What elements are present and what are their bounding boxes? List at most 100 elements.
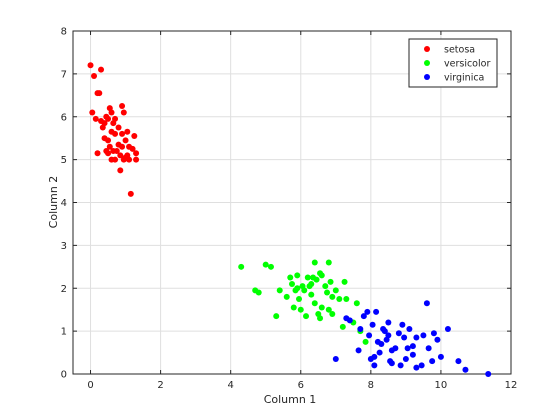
point-versicolor (329, 293, 336, 300)
point-versicolor (311, 300, 318, 307)
x-tick-label: 4 (227, 380, 233, 391)
point-setosa (101, 120, 108, 127)
point-virginica (434, 336, 441, 343)
point-versicolor (339, 323, 346, 330)
y-tick-label: 5 (61, 155, 67, 166)
point-virginica (360, 313, 367, 320)
point-virginica (444, 325, 451, 332)
x-tick-label: 12 (505, 380, 518, 391)
point-virginica (423, 300, 430, 307)
point-versicolor (308, 291, 315, 298)
point-versicolor (303, 313, 310, 320)
point-virginica (357, 325, 364, 332)
point-versicolor (318, 304, 325, 311)
point-versicolor (301, 287, 308, 294)
point-versicolor (362, 338, 369, 345)
point-virginica (385, 319, 392, 326)
point-virginica (369, 321, 376, 328)
point-setosa (113, 148, 120, 155)
point-versicolor (283, 293, 290, 300)
point-versicolor (343, 295, 350, 302)
y-tick-label: 8 (61, 27, 67, 38)
point-virginica (376, 349, 383, 356)
point-virginica (402, 355, 409, 362)
point-versicolor (325, 306, 332, 313)
legend-label-virginica: virginica (444, 73, 484, 84)
point-versicolor (341, 278, 348, 285)
point-setosa (108, 109, 115, 116)
point-versicolor (289, 280, 295, 287)
point-setosa (127, 190, 134, 197)
point-versicolor (294, 285, 301, 292)
point-setosa (92, 115, 99, 122)
x-tick-label: 6 (298, 380, 304, 391)
y-tick-label: 6 (61, 112, 67, 123)
point-setosa (126, 156, 133, 163)
legend-marker-virginica (424, 74, 430, 80)
point-setosa (117, 167, 124, 174)
x-tick-label: 2 (157, 380, 163, 391)
point-versicolor (324, 289, 331, 296)
point-virginica (406, 325, 413, 332)
point-virginica (392, 345, 399, 352)
series-virginica (332, 300, 492, 377)
point-virginica (413, 334, 420, 341)
point-virginica (364, 308, 371, 315)
y-tick-label: 7 (61, 69, 67, 80)
x-tick-label: 10 (435, 380, 448, 391)
point-versicolor (297, 306, 304, 313)
point-setosa (112, 115, 119, 122)
point-versicolor (273, 313, 280, 320)
point-versicolor (238, 263, 245, 270)
series-versicolor (238, 259, 369, 345)
point-virginica (455, 358, 462, 365)
point-virginica (404, 345, 411, 352)
grid-lines (73, 30, 512, 375)
point-virginica (373, 308, 380, 315)
point-virginica (371, 353, 378, 360)
point-versicolor (332, 287, 339, 294)
point-virginica (462, 366, 469, 373)
x-tick-label: 0 (87, 380, 93, 391)
point-setosa (115, 124, 122, 131)
y-tick-label: 1 (61, 327, 67, 338)
point-setosa (87, 62, 94, 69)
legend-marker-setosa (424, 46, 430, 52)
point-setosa (96, 90, 103, 97)
point-versicolor (336, 295, 343, 302)
point-virginica (371, 362, 378, 369)
data-points (87, 62, 492, 377)
point-versicolor (294, 272, 301, 279)
point-versicolor (353, 300, 360, 307)
point-setosa (89, 109, 96, 116)
point-versicolor (318, 272, 325, 279)
point-versicolor (304, 274, 311, 281)
point-setosa (119, 143, 126, 150)
point-virginica (401, 334, 408, 341)
point-setosa (129, 145, 136, 152)
point-setosa (119, 103, 126, 110)
legend: setosa versicolor virginica (408, 38, 498, 88)
x-axis-label: Column 1 (264, 393, 317, 406)
point-versicolor (287, 274, 294, 281)
legend-marker-versicolor (424, 60, 430, 66)
point-versicolor (311, 259, 318, 266)
point-setosa (112, 130, 119, 137)
point-virginica (381, 328, 388, 335)
point-virginica (418, 362, 425, 369)
x-tick-label: 8 (368, 380, 374, 391)
point-virginica (413, 364, 420, 371)
point-setosa (106, 143, 113, 150)
y-tick-label: 0 (61, 370, 67, 381)
point-setosa (119, 130, 126, 137)
point-virginica (437, 353, 444, 360)
point-virginica (366, 332, 373, 339)
point-versicolor (267, 263, 274, 270)
legend-label-versicolor: versicolor (444, 59, 490, 70)
point-virginica (388, 360, 395, 367)
point-versicolor (290, 304, 297, 311)
point-versicolor (262, 261, 269, 268)
point-versicolor (325, 259, 332, 266)
point-virginica (485, 371, 492, 377)
